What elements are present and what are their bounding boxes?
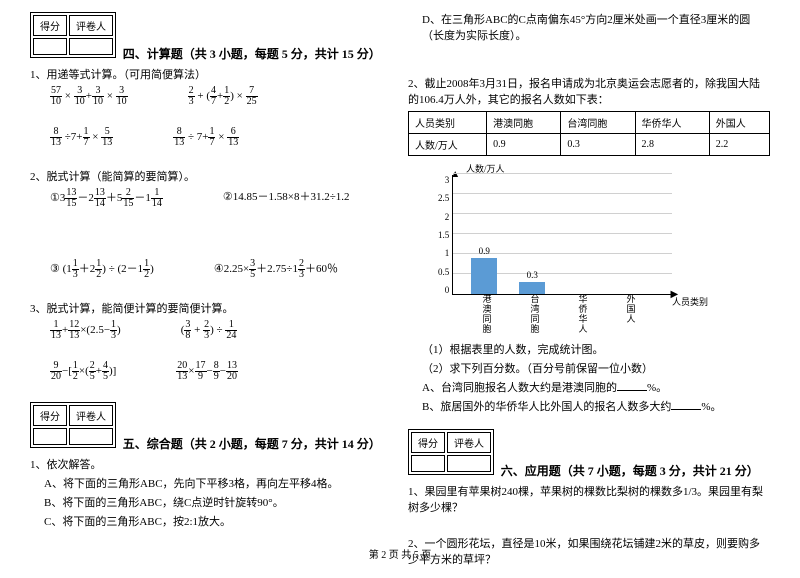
x-label: 华侨华人 xyxy=(570,295,596,335)
q2-text: 2、脱式计算（能简算的要简算）。 xyxy=(30,168,392,184)
s5-q1: 1、依次解答。 xyxy=(30,456,392,472)
eq-row-1: 5710 × 310+310 × 310 23 + (47+12) × 725 xyxy=(50,86,392,107)
bar-chart: 人数/万人 32.521.510.50 ▲ ▶ 0.90.3 港澳同胞台湾同胞华… xyxy=(438,162,770,335)
x-label: 外国人 xyxy=(618,295,644,335)
sub-b: B、旅居国外的华侨华人比外国人的报名人数多大约%。 xyxy=(408,398,770,414)
bar-0 xyxy=(471,258,497,294)
section-5-title: 五、综合题（共 2 小题，每题 7 分，共计 14 分） xyxy=(123,435,381,452)
data-table: 人员类别港澳同胞台湾同胞华侨华人外国人 人数/万人0.90.32.82.2 xyxy=(408,111,770,156)
grader-label: 评卷人 xyxy=(69,15,113,36)
eq-row-3: ①31315－21314＋5215－1114 ②14.85－1.58×8＋31.… xyxy=(50,188,392,209)
score-box-5: 得分评卷人 xyxy=(30,402,116,448)
arrow-up-icon: ▲ xyxy=(450,169,460,180)
page-footer: 第 2 页 共 5 页 xyxy=(0,546,800,561)
s5-b: B、将下面的三角形ABC，绕C点逆时针旋转90°。 xyxy=(30,494,392,510)
eq-row-2: 813 ÷7+17 × 513 813 ÷ 7+17 × 613 xyxy=(50,127,392,148)
s5-c: C、将下面的三角形ABC，按2:1放大。 xyxy=(30,513,392,529)
section-4-title: 四、计算题（共 3 小题，每题 5 分，共计 15 分） xyxy=(123,45,381,62)
q2-intro: 2、截止2008年3月31日，报名申请成为北京奥运会志愿者的，除我国大陆的106… xyxy=(408,75,770,107)
eq-row-4: ③ (113＋212) ÷ (2－112) ④2.25×35＋2.75÷123＋… xyxy=(50,259,392,280)
score-box: 得分评卷人 xyxy=(30,12,116,58)
s5-a: A、将下面的三角形ABC，先向下平移3格，再向左平移4格。 xyxy=(30,475,392,491)
sub-1: （1）根据表里的人数，完成统计图。 xyxy=(408,341,770,357)
sub-a: A、台湾同胞报名人数大约是港澳同胞的%。 xyxy=(408,379,770,395)
s6-q1: 1、果园里有苹果树240棵，苹果树的棵数比梨树的棵数多1/3。果园里有梨树多少棵… xyxy=(408,483,770,515)
bar-1 xyxy=(519,282,545,294)
s5-d: D、在三角形ABC的C点南偏东45°方向2厘米处画一个直径3厘米的圆（长度为实际… xyxy=(408,11,770,43)
q3-text: 3、脱式计算，能简便计算的要简便计算。 xyxy=(30,300,392,316)
eq-row-5: 113+1213×(2.5−13) (38 + 23) ÷ 124 xyxy=(50,320,392,341)
q1-text: 1、用递等式计算。（可用简便算法） xyxy=(30,66,392,82)
x-label: 港澳同胞 xyxy=(474,295,500,335)
x-label: 台湾同胞 xyxy=(522,295,548,335)
x-axis-label: 人员类别 xyxy=(672,295,708,335)
section-6-title: 六、应用题（共 7 小题，每题 3 分，共计 21 分） xyxy=(501,462,759,479)
sub-2: （2）求下列百分数。（百分号前保留一位小数） xyxy=(408,360,770,376)
arrow-right-icon: ▶ xyxy=(671,289,679,300)
score-box-6: 得分评卷人 xyxy=(408,429,494,475)
score-label: 得分 xyxy=(33,15,67,36)
eq-row-6: 920−[12×(25+45)] 2013×179−89−1320 xyxy=(50,361,392,382)
q2b: ②14.85－1.58×8＋31.2÷1.2 xyxy=(223,188,350,209)
